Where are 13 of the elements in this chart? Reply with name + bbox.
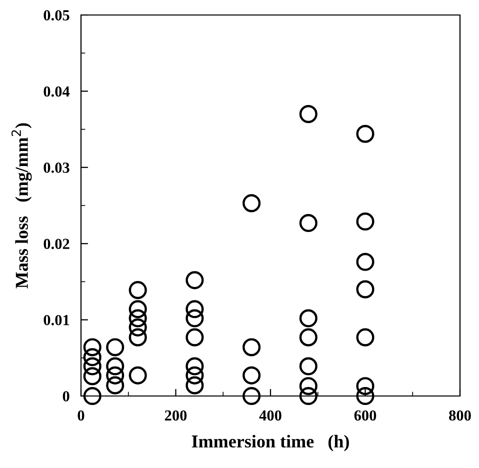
- y-axis-title: Mass loss (mg/mm$^{2}$): [11, 123, 32, 288]
- y-tick-label: 0.01: [44, 314, 70, 326]
- y-tick-label: 0.03: [44, 162, 70, 173]
- x-tick-label: 0: [78, 410, 84, 421]
- y-tick-label: 0.05: [44, 10, 70, 21]
- x-tick-label: 800: [449, 410, 471, 421]
- x-tick-label: 400: [259, 410, 282, 421]
- x-tick-label: 200: [164, 410, 187, 421]
- x-tick-label: 600: [354, 410, 376, 421]
- y-tick-label: 0.02: [44, 238, 70, 250]
- y-tick-label: 0: [62, 391, 70, 402]
- y-tick-label: 0.04: [44, 86, 70, 97]
- x-axis-title: Immersion time (h): [192, 434, 349, 452]
